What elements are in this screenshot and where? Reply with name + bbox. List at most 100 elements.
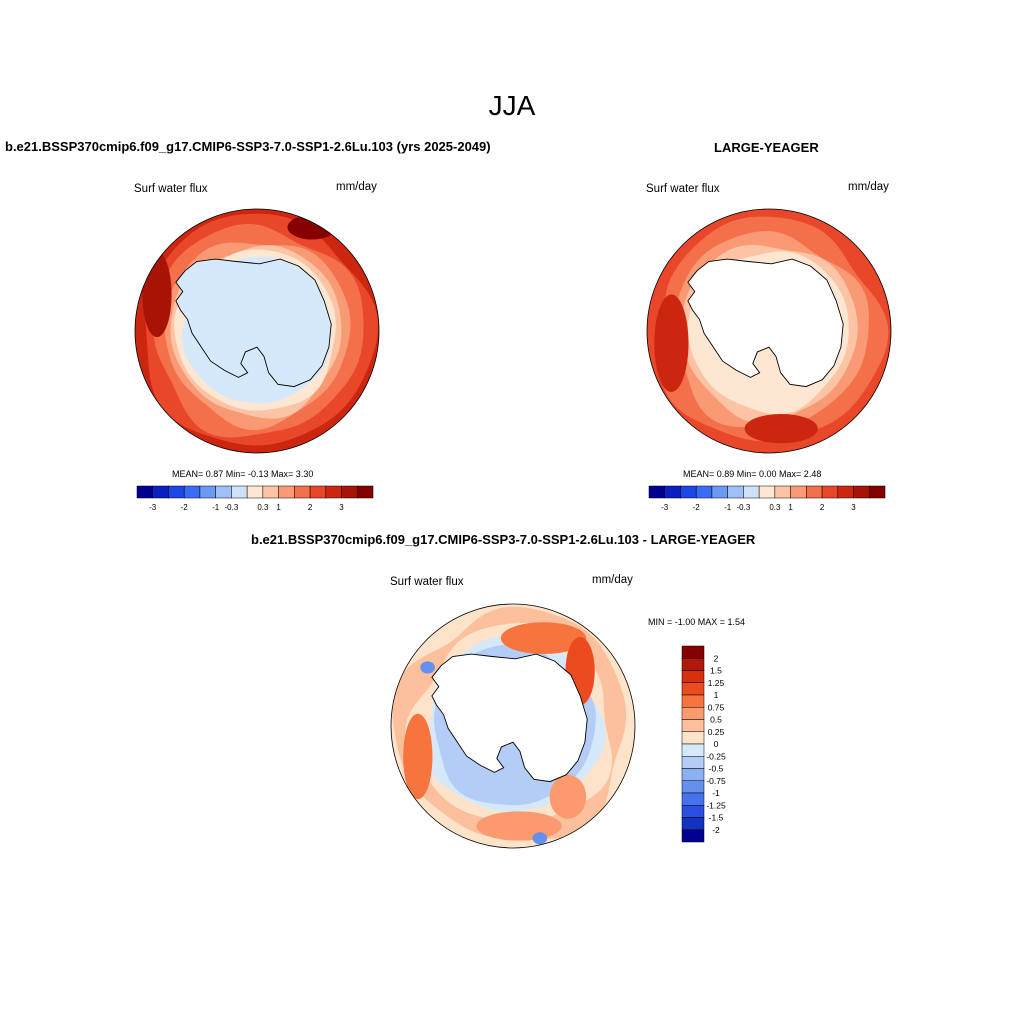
model-colorbar-label: 0.3 bbox=[257, 503, 269, 512]
obs-colorbar: -3 -2 -1 -0.3 0.3 1 2 3 bbox=[648, 485, 886, 512]
diff-colorbar-segment bbox=[681, 792, 705, 806]
model-colorbar-label: 3 bbox=[339, 503, 344, 512]
model-colorbar-label: -3 bbox=[149, 503, 157, 512]
model-colorbar-segment bbox=[246, 485, 264, 499]
obs-colorbar-label: -2 bbox=[693, 503, 701, 512]
diff-colorbar-segment bbox=[681, 707, 705, 720]
obs-stats-text: MEAN= 0.89 Min= 0.00 Max= 2.48 bbox=[683, 469, 822, 479]
obs-anomaly-patch bbox=[744, 413, 818, 444]
diff-anomaly-patch bbox=[532, 832, 548, 845]
diff-colorbar-label: -1.5 bbox=[709, 813, 724, 823]
diff-anomaly-patch bbox=[549, 774, 587, 819]
obs-polar-map bbox=[646, 208, 892, 454]
model-colorbar-segment bbox=[294, 485, 311, 499]
model-antarctica-coastline bbox=[175, 258, 332, 388]
diff-colorbar-label: 1.5 bbox=[710, 666, 722, 676]
model-polar-map bbox=[134, 208, 380, 454]
model-colorbar-segment bbox=[357, 485, 374, 499]
obs-colorbar-segment bbox=[774, 485, 791, 499]
diff-colorbar-segment bbox=[681, 682, 705, 696]
model-stats-text: MEAN= 0.87 Min= -0.13 Max= 3.30 bbox=[172, 469, 314, 479]
model-colorbar-segment bbox=[231, 485, 248, 499]
diff-colorbar-label: 0.25 bbox=[708, 727, 725, 737]
diff-units-label: mm/day bbox=[592, 574, 633, 586]
diff-colorbar-label: -0.75 bbox=[706, 776, 726, 786]
diff-polar-map bbox=[390, 603, 636, 849]
diff-colorbar-segment bbox=[681, 756, 705, 769]
obs-colorbar-segment bbox=[853, 485, 870, 499]
obs-colorbar-segment bbox=[680, 485, 697, 499]
model-colorbar-label: 1 bbox=[276, 503, 281, 512]
obs-colorbar-segment bbox=[727, 485, 744, 499]
model-colorbar-segment bbox=[325, 485, 342, 499]
model-colorbar: -3 -2 -1 -0.3 0.3 1 2 3 bbox=[136, 485, 374, 512]
obs-colorbar-label: 3 bbox=[851, 503, 856, 512]
obs-colorbar-label: 0.3 bbox=[769, 503, 781, 512]
diff-colorbar-segment bbox=[681, 645, 705, 659]
obs-colorbar-segment bbox=[869, 485, 886, 499]
diff-colorbar-segment bbox=[681, 829, 705, 843]
obs-colorbar-segment bbox=[711, 485, 728, 499]
diff-colorbar-segment bbox=[681, 694, 705, 708]
model-colorbar-segment bbox=[183, 485, 201, 499]
obs-colorbar-label: 2 bbox=[820, 503, 825, 512]
obs-colorbar-label: -3 bbox=[661, 503, 669, 512]
diff-vertical-colorbar: 2 1.5 1.25 1 0.75 0.5 0.25 0 -0.25 -0.5 -0.75 -1 -1.… bbox=[681, 645, 726, 843]
diff-colorbar-label: -1 bbox=[712, 788, 720, 798]
model-variable-label: Surf water flux bbox=[134, 183, 208, 195]
diff-colorbar-segment bbox=[681, 658, 705, 671]
obs-colorbar-segment bbox=[664, 485, 681, 499]
model-colorbar-segment bbox=[199, 485, 216, 499]
season-title: JJA bbox=[488, 90, 536, 121]
obs-colorbar-segment bbox=[695, 485, 713, 499]
diff-stats-text: MIN = -1.00 MAX = 1.54 bbox=[648, 617, 746, 627]
obs-colorbar-segment bbox=[790, 485, 807, 499]
model-map-border bbox=[134, 208, 380, 454]
obs-panel-title: LARGE-YEAGER bbox=[714, 140, 819, 155]
obs-colorbar-segment bbox=[648, 485, 665, 499]
model-colorbar-segment bbox=[168, 485, 185, 499]
diff-colorbar-label: 1 bbox=[714, 690, 719, 700]
obs-colorbar-segment bbox=[743, 485, 760, 499]
model-colorbar-segment bbox=[278, 485, 295, 499]
obs-colorbar-label: -1 bbox=[724, 503, 732, 512]
diff-colorbar-label: 2 bbox=[714, 653, 719, 663]
model-colorbar-label: -0.3 bbox=[225, 503, 239, 512]
obs-colorbar-segment bbox=[758, 485, 776, 499]
obs-colorbar-label: 1 bbox=[788, 503, 793, 512]
diff-colorbar-segment bbox=[681, 817, 705, 830]
obs-colorbar-segment bbox=[806, 485, 823, 499]
diff-colorbar-segment bbox=[681, 780, 705, 794]
model-colorbar-label: -1 bbox=[212, 503, 220, 512]
diff-colorbar-segment bbox=[681, 731, 705, 745]
diff-variable-label: Surf water flux bbox=[390, 576, 464, 588]
diff-anomaly-patch bbox=[500, 622, 587, 655]
obs-colorbar-label: -0.3 bbox=[737, 503, 751, 512]
diff-panel-title: b.e21.BSSP370cmip6.f09_g17.CMIP6-SSP3-7.… bbox=[251, 532, 756, 547]
diff-colorbar-label: 0.75 bbox=[708, 702, 725, 712]
diff-antarctica-coastline bbox=[431, 653, 588, 783]
obs-units-label: mm/day bbox=[848, 181, 889, 193]
diff-colorbar-label: 0 bbox=[714, 739, 719, 749]
diff-anomaly-patch bbox=[403, 713, 433, 800]
diff-colorbar-segment bbox=[681, 719, 705, 732]
model-colorbar-label: 2 bbox=[308, 503, 313, 512]
model-units-label: mm/day bbox=[336, 181, 377, 193]
obs-variable-label: Surf water flux bbox=[646, 183, 720, 195]
diff-colorbar-label: -0.25 bbox=[706, 751, 726, 761]
diff-colorbar-segment bbox=[681, 743, 705, 757]
obs-anomaly-patch bbox=[654, 294, 689, 392]
diff-colorbar-label: 0.5 bbox=[710, 715, 722, 725]
diff-colorbar-label: 1.25 bbox=[708, 678, 725, 688]
model-colorbar-segment bbox=[215, 485, 232, 499]
diff-colorbar-label: -0.5 bbox=[709, 764, 724, 774]
obs-antarctica-coastline bbox=[687, 258, 844, 388]
obs-map-border bbox=[646, 208, 892, 454]
model-anomaly-patch bbox=[142, 251, 172, 338]
obs-colorbar-segment bbox=[837, 485, 854, 499]
diff-colorbar-label: -1.25 bbox=[706, 800, 726, 810]
model-colorbar-segment bbox=[262, 485, 279, 499]
diff-colorbar-segment bbox=[681, 805, 705, 818]
model-anomaly-patch bbox=[287, 215, 337, 240]
model-colorbar-segment bbox=[136, 485, 153, 499]
